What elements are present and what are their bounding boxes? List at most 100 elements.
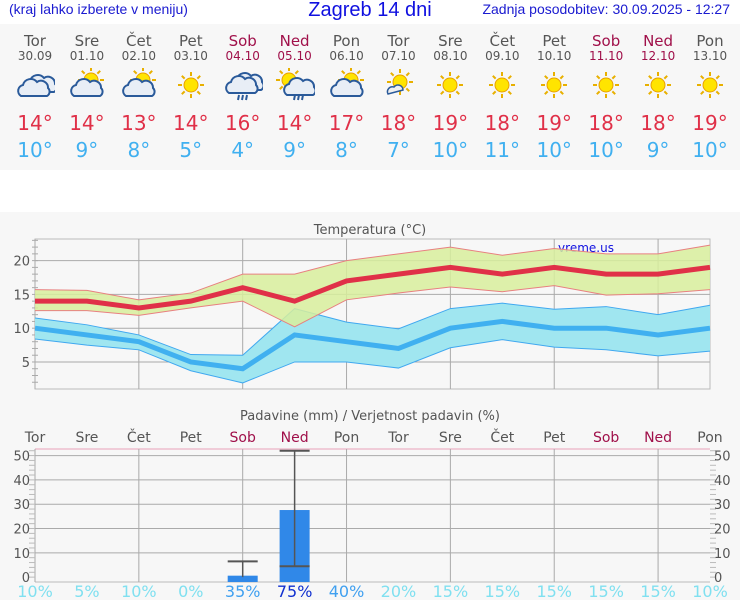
- precip-day-label: Sob: [593, 430, 619, 446]
- y-tick-label-right: 50: [714, 450, 731, 465]
- sunny-icon: [684, 68, 736, 104]
- precip-day-label: Čet: [490, 428, 514, 446]
- precip-probability: 0%: [178, 582, 203, 600]
- y-tick-label-left: 0: [22, 571, 30, 586]
- y-tick-label-left: 30: [13, 498, 30, 513]
- partly-cloudy-icon: [321, 68, 373, 104]
- precip-probability: 15%: [588, 582, 624, 600]
- day-date: 12.10: [640, 49, 676, 63]
- min-temp-line: [34, 318, 711, 372]
- y-tick-label-right: 20: [714, 523, 731, 538]
- day-column: Ned 12.10 18° 9°: [632, 24, 684, 162]
- sunny-icon: [528, 68, 580, 104]
- day-name: Ned: [279, 32, 310, 50]
- day-date: 05.10: [277, 49, 312, 63]
- day-name: Pon: [332, 32, 361, 50]
- day-column: Tor 30.09 14° 10°: [9, 24, 61, 161]
- last-updated: Zadnja posodobitev: 30.09.2025 - 12:27: [482, 1, 730, 17]
- min-temp: 4°: [231, 138, 255, 162]
- y-tick-label-right: 40: [714, 474, 731, 489]
- max-temp: 18°: [484, 111, 521, 135]
- y-tick-label-left: 50: [13, 450, 30, 465]
- max-temp: 16°: [224, 111, 261, 135]
- precip-probability: 75%: [277, 582, 313, 600]
- day-name: Ned: [643, 32, 674, 50]
- mostly-sunny-icon: [372, 68, 424, 104]
- max-temp: 18°: [588, 111, 624, 135]
- precip-day-label: Pet: [180, 430, 203, 446]
- y-tick-label: 5: [22, 356, 30, 371]
- partly-cloudy-icon: [61, 68, 113, 104]
- sunny-icon: [424, 68, 476, 104]
- precip-day-label: Čet: [127, 428, 151, 446]
- min-temp: 10°: [692, 138, 728, 162]
- precip-day-label: Sob: [230, 430, 256, 446]
- min-temp: 9°: [646, 138, 670, 162]
- day-date: 02.10: [121, 49, 157, 63]
- max-temp: 19°: [692, 111, 728, 135]
- precip-day-label: Pon: [697, 430, 722, 446]
- min-temp: 10°: [536, 138, 572, 162]
- day-name: Pon: [696, 32, 724, 50]
- max-temp-band: [35, 245, 710, 327]
- page-title: Zagreb 14 dni: [308, 0, 432, 21]
- day-column: Tor 07.10 18° 7°: [372, 24, 424, 162]
- min-band-upper: [34, 302, 711, 356]
- sun-rain-icon: [269, 68, 321, 104]
- day-column: Čet 02.10 13° 8°: [113, 24, 165, 162]
- partly-cloudy-icon: [113, 68, 165, 104]
- menu-hint: (kraj lahko izberete v meniju): [9, 1, 188, 17]
- day-name: Sre: [74, 32, 100, 50]
- precip-probability: 5%: [74, 582, 99, 600]
- precip-probability: 15%: [640, 582, 676, 600]
- precip-day-label: Pet: [543, 430, 566, 446]
- max-temp: 19°: [536, 111, 572, 135]
- day-column: Sre 01.10 14° 9°: [61, 24, 113, 162]
- day-date: 08.10: [433, 49, 468, 63]
- day-name: Sob: [228, 32, 257, 50]
- min-temp: 10°: [17, 138, 53, 162]
- day-column: Sob 04.10 16° 4°: [217, 24, 269, 161]
- y-tick-label-right: 0: [714, 571, 722, 586]
- y-tick-label: 20: [13, 255, 30, 270]
- min-temp: 9°: [283, 138, 306, 162]
- max-temp: 17°: [328, 111, 365, 135]
- precip-day-label: Ned: [644, 430, 672, 446]
- precip-day-label: Sre: [439, 430, 462, 446]
- y-tick-label-left: 10: [13, 547, 30, 562]
- day-column: Pet 03.10 14° 5°: [165, 24, 217, 162]
- day-date: 11.10: [588, 49, 624, 63]
- precip-probability: 15%: [485, 582, 521, 600]
- day-column: Sob 11.10 18° 10°: [580, 24, 632, 162]
- day-column: Sre 08.10 19° 10°: [424, 24, 476, 162]
- day-name: Čet: [489, 32, 516, 50]
- max-temp: 13°: [121, 111, 157, 135]
- y-tick-label-right: 30: [714, 498, 731, 513]
- cloudy-icon: [9, 68, 61, 104]
- y-tick-label: 10: [13, 322, 30, 337]
- day-date: 09.10: [485, 49, 520, 63]
- min-temp: 9°: [75, 138, 99, 162]
- day-name: Sob: [592, 32, 621, 50]
- precip-probability: 40%: [329, 582, 365, 600]
- day-date: 07.10: [381, 49, 416, 63]
- precip-probability: 10%: [121, 582, 157, 600]
- day-name: Tor: [24, 32, 46, 50]
- day-name: Tor: [387, 32, 410, 50]
- temp-chart-title: Temperatura (°C): [313, 223, 426, 238]
- precip-day-label: Tor: [24, 430, 46, 446]
- day-date: 13.10: [692, 49, 728, 63]
- precip-probability: 15%: [433, 582, 469, 600]
- day-name: Pet: [178, 32, 203, 50]
- min-temp: 10°: [432, 138, 469, 162]
- min-band-lower: [34, 338, 711, 384]
- precip-probability: 35%: [225, 582, 261, 600]
- sunny-icon: [476, 68, 528, 104]
- rain-icon: [217, 68, 269, 104]
- precip-probability: 15%: [536, 582, 572, 600]
- day-column: Pon 13.10 19° 10°: [684, 24, 736, 162]
- y-tick-label: 15: [13, 288, 30, 303]
- precip-chart-title: Padavine (mm) / Verjetnost padavin (%): [240, 409, 500, 424]
- sunny-icon: [580, 68, 632, 104]
